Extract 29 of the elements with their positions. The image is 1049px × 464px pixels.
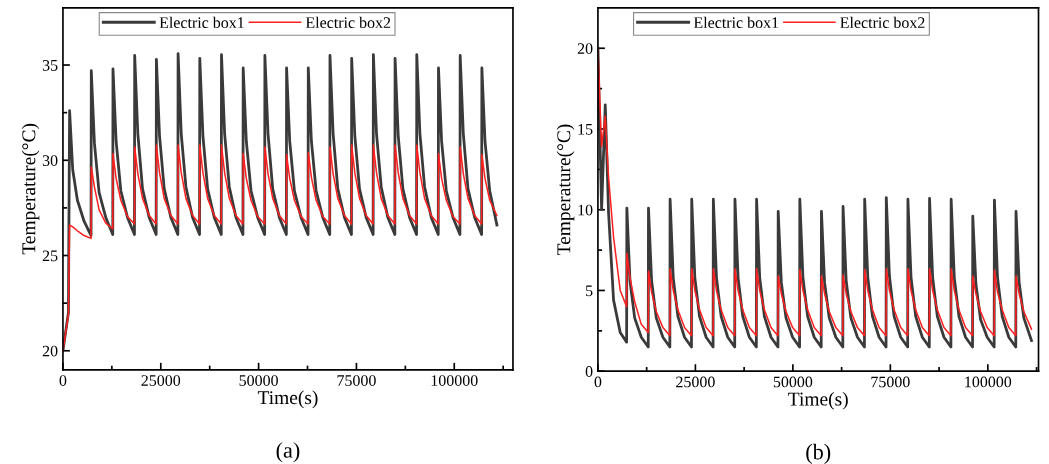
y-tick-label: 0 xyxy=(585,366,593,377)
legend-label: Electric box1 xyxy=(159,16,244,29)
y-tick-label: 20 xyxy=(42,345,58,357)
x-tick-label: 0 xyxy=(594,376,602,388)
y-tick-label: 35 xyxy=(42,60,58,71)
y-tick-label: 25 xyxy=(42,250,58,262)
x-tick-label: 75000 xyxy=(337,375,376,386)
x-tick-label: 25000 xyxy=(676,376,715,388)
x-tick-label: 50000 xyxy=(773,376,813,388)
y-tick-label: 10 xyxy=(578,204,593,216)
legend-label: Electric box1 xyxy=(693,16,779,29)
y-tick-label: 20 xyxy=(577,43,593,54)
y-axis-title: Temperature(°C) xyxy=(21,123,40,255)
y-axis-title: Temperature(°C) xyxy=(556,124,575,256)
x-tick-label: 25000 xyxy=(141,375,181,386)
y-tick-label: 5 xyxy=(586,285,593,297)
y-tick-label: 15 xyxy=(578,123,593,135)
legend-label: Electric box2 xyxy=(840,16,925,29)
legend-label: Electric box2 xyxy=(305,16,391,29)
x-tick-label: 100000 xyxy=(431,375,478,386)
y-tick-label: 30 xyxy=(42,155,58,166)
x-axis-title: Time(s) xyxy=(788,391,848,410)
x-tick-label: 75000 xyxy=(871,376,910,388)
x-axis-title: Time(s) xyxy=(257,390,318,409)
text: (b) xyxy=(806,443,831,464)
x-tick-label: 50000 xyxy=(239,375,278,386)
text: (a) xyxy=(276,442,300,463)
x-tick-label: 100000 xyxy=(965,376,1012,388)
x-tick-label: 0 xyxy=(59,375,67,386)
